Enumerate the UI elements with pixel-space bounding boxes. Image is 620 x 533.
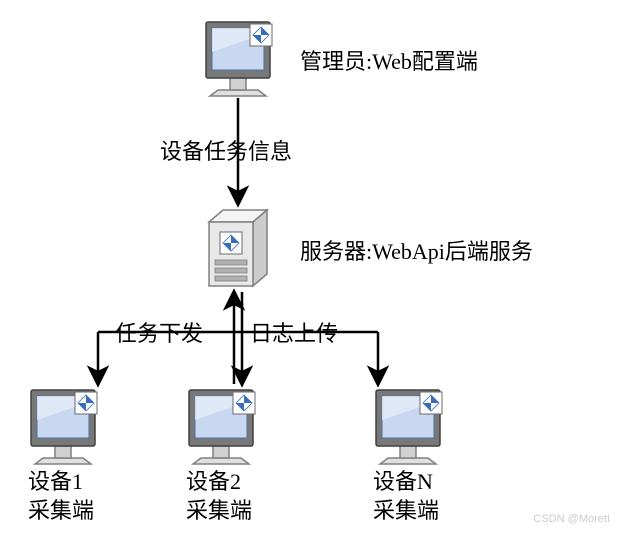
server-icon	[205, 208, 271, 290]
admin-label: 管理员:Web配置端	[300, 48, 478, 77]
edge-label-task-info: 设备任务信息	[160, 138, 292, 167]
admin-node	[200, 20, 276, 103]
computer-icon	[370, 388, 446, 466]
edge-label-task-down: 任务下发	[115, 320, 203, 349]
edge-label-log-up: 日志上传	[250, 320, 338, 349]
dev2-label: 设备2 采集端	[186, 468, 252, 525]
devN-node	[370, 388, 446, 471]
watermark: CSDN @MoretI	[533, 513, 610, 525]
computer-icon	[183, 388, 259, 466]
dev1-node	[25, 388, 101, 471]
dev2-node	[183, 388, 259, 471]
computer-icon	[25, 388, 101, 466]
computer-icon	[200, 20, 276, 98]
devN-label: 设备N 采集端	[373, 468, 439, 525]
server-node	[205, 208, 271, 295]
server-label: 服务器:WebApi后端服务	[300, 238, 533, 267]
dev1-label: 设备1 采集端	[28, 468, 94, 525]
